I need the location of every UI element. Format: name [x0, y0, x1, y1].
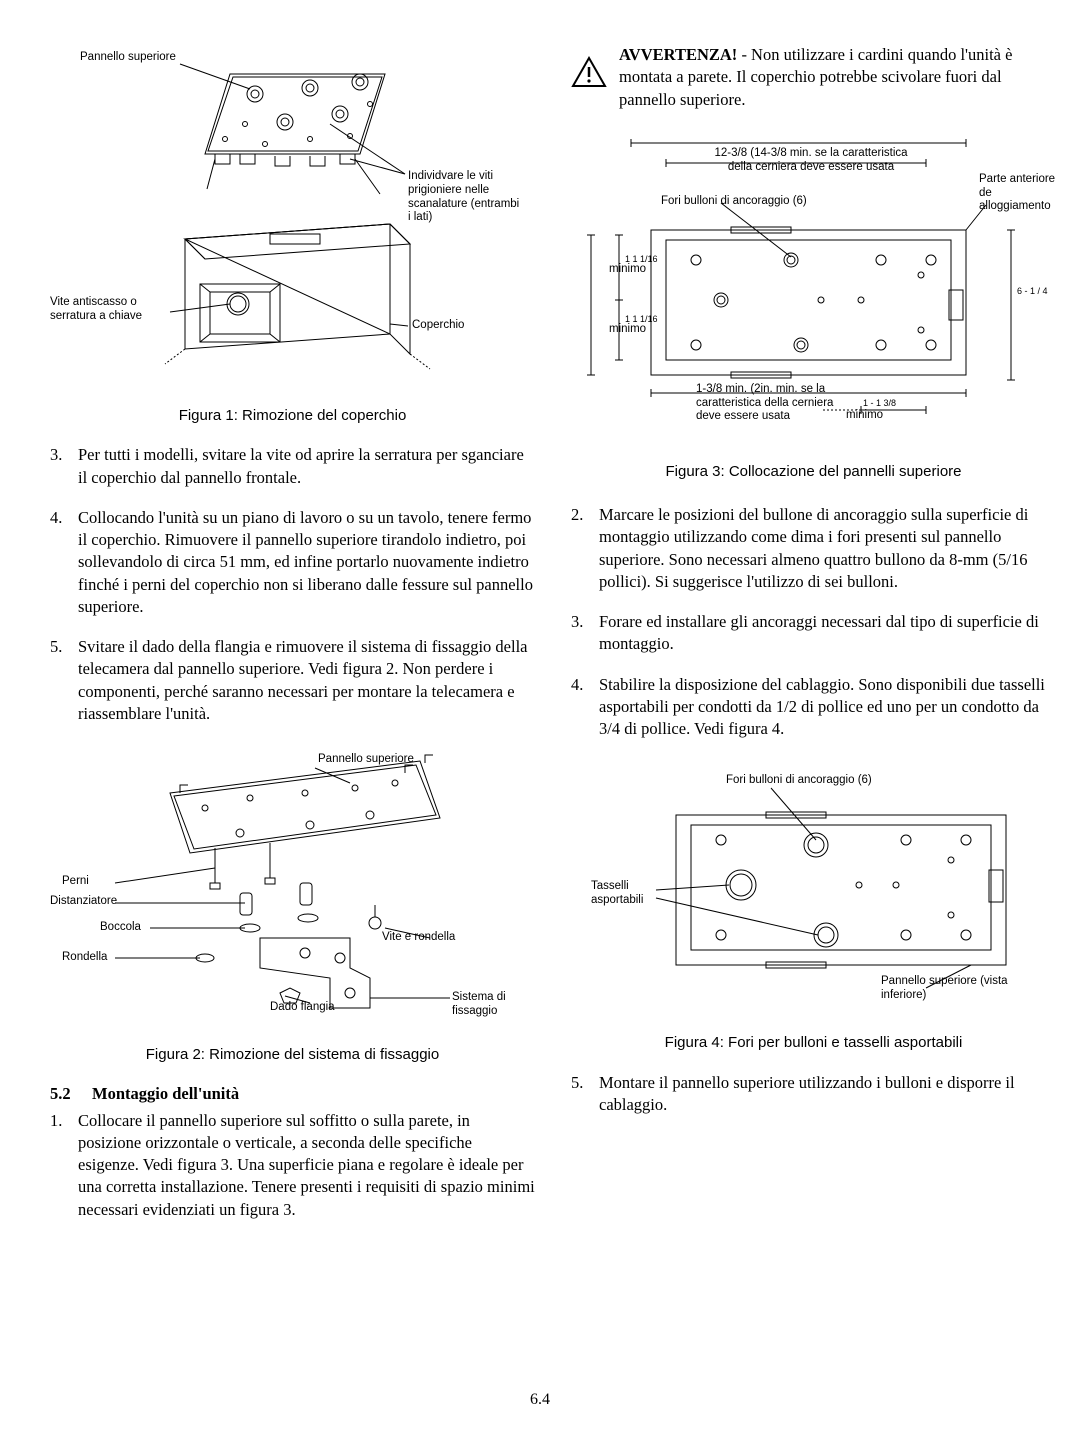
fig1-label-vite: Vite antiscasso o serratura a chiave — [50, 296, 170, 324]
fig3-bottom-tiny: 1 - 1 3/8 — [863, 397, 896, 409]
fig3-min-l2: minimo — [609, 323, 646, 337]
fig2-label-perni: Perni — [62, 875, 89, 889]
fig1-label-coperchio: Coperchio — [412, 319, 464, 333]
figure-3: 12-3/8 (14-3/8 min. se la caratteristica… — [571, 135, 1056, 450]
fig2-label-sistema: Sistema di fissaggio — [452, 991, 522, 1019]
warning-icon — [571, 56, 607, 88]
li52-1: Collocare il pannello superiore sul soff… — [78, 1111, 535, 1219]
fig3-top-dim: 12-3/8 (14-3/8 min. se la caratteristica… — [701, 147, 921, 175]
li3: Per tutti i modelli, svitare la vite od … — [78, 445, 524, 486]
figure-4: Fori bulloni di ancoraggio (6) Tasselli … — [571, 770, 1056, 1015]
figure-2: Pannello superiore Perni Distanziatore B… — [50, 743, 535, 1033]
instructions-right-2: 5.Montare il pannello superiore utilizza… — [571, 1072, 1056, 1117]
section-5-2-head: 5.2Montaggio dell'unità — [50, 1083, 535, 1105]
fig4-vista: Pannello superiore (vista inferiore) — [881, 975, 1041, 1003]
section-num: 5.2 — [50, 1083, 92, 1105]
instructions-left-2: 1.Collocare il pannello superiore sul so… — [50, 1110, 535, 1221]
fig3-right-dim: 6 - 1 / 4 — [1017, 285, 1048, 297]
li5: Svitare il dado della flangia e rimuover… — [78, 637, 528, 723]
fig2-label-dado: Dado flangia — [270, 1001, 335, 1015]
fig2-label-boccola: Boccola — [100, 921, 141, 935]
fig4-tasselli: Tasselli asportabili — [591, 880, 661, 908]
instructions-right: 2.Marcare le posizioni del bullone di an… — [571, 504, 1056, 740]
fig3-parte: Parte anteriore de alloggiamento — [979, 173, 1059, 214]
fig2-caption: Figura 2: Rimozione del sistema di fissa… — [50, 1045, 535, 1065]
fig1-label-pannello: Pannello superiore — [80, 51, 176, 65]
instructions-left-1: 3.Per tutti i modelli, svitare la vite o… — [50, 444, 535, 725]
fig4-caption: Figura 4: Fori per bulloni e tasselli as… — [571, 1033, 1056, 1053]
fig2-label-distanziatore: Distanziatore — [50, 895, 117, 909]
fig3-min-l1: minimo — [609, 263, 646, 277]
fig1-caption: Figura 1: Rimozione del coperchio — [50, 406, 535, 426]
figure-1: Pannello superiore Individvare le viti p… — [50, 44, 535, 394]
rli3: Forare ed installare gli ancoraggi neces… — [599, 612, 1039, 653]
rli2: Marcare le posizioni del bullone di anco… — [599, 505, 1028, 591]
fig2-label-pannello: Pannello superiore — [318, 753, 414, 767]
section-title: Montaggio dell'unità — [92, 1084, 239, 1103]
rli4: Stabilire la disposizione del cablaggio.… — [599, 675, 1045, 739]
li4: Collocando l'unità su un piano di lavoro… — [78, 508, 533, 616]
fig2-label-vite: Vite e rondella — [382, 931, 455, 945]
fig3-bottom-dim: 1-3/8 min. (2in. min. se la caratteristi… — [696, 383, 836, 424]
warning-lead: AVVERTENZA! — [619, 45, 737, 64]
warning-block: AVVERTENZA! - Non utilizzare i cardini q… — [571, 44, 1056, 111]
fig3-caption: Figura 3: Collocazione del pannelli supe… — [571, 462, 1056, 482]
fig2-label-rondella: Rondella — [62, 951, 107, 965]
fig3-fori: Fori bulloni di ancoraggio (6) — [661, 195, 807, 209]
page-number: 6.4 — [0, 1389, 1080, 1411]
fig1-label-individuare: Individvare le viti prigioniere nelle sc… — [408, 170, 523, 225]
fig3-bottom-min: minimo — [846, 409, 883, 423]
fig4-fori: Fori bulloni di ancoraggio (6) — [726, 774, 872, 788]
rli5: Montare il pannello superiore utilizzand… — [599, 1073, 1015, 1114]
